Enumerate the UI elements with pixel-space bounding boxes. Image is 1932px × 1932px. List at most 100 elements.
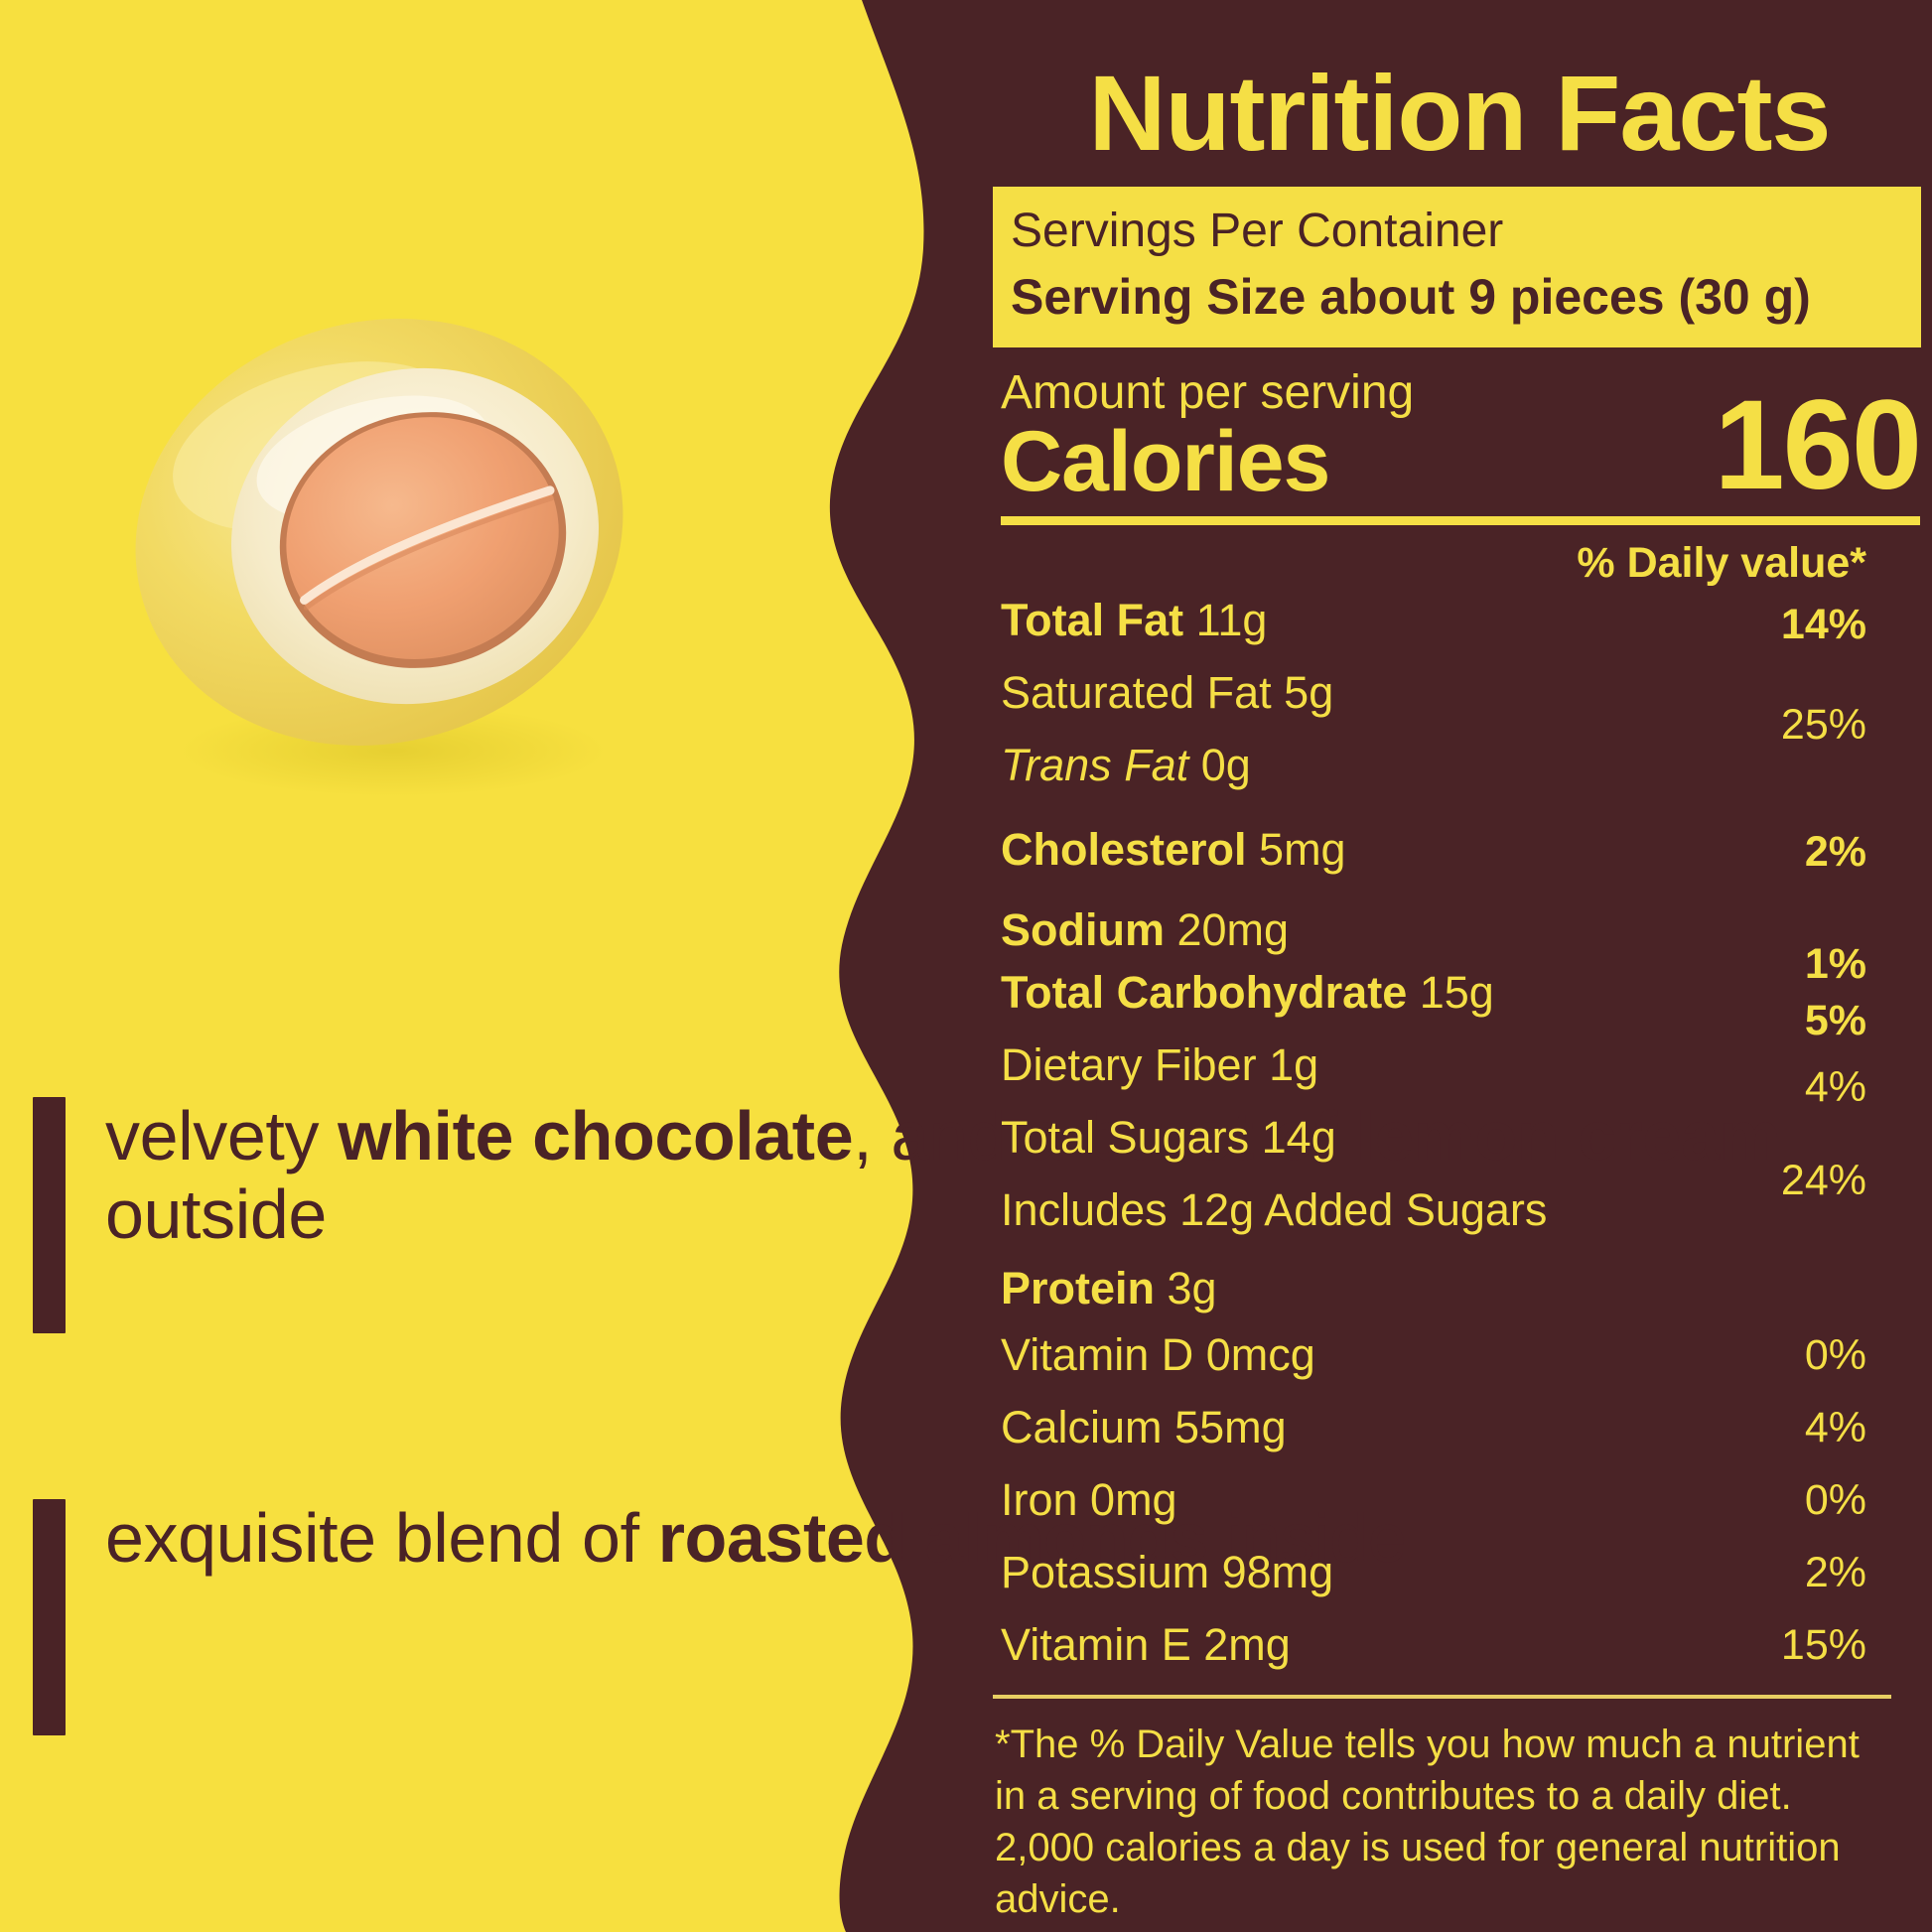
nutrient-row: Total Fat 11g 14% — [1001, 598, 1926, 646]
nutrient-daily-value: 4% — [1804, 1062, 1866, 1111]
nutrient-name: Total Sugars — [1001, 1111, 1250, 1163]
nutrient-label: Calcium 55mg — [1001, 1405, 1287, 1449]
nutrient-label: Dietary Fiber 1g — [1001, 1042, 1318, 1087]
nutrient-name: Potassium — [1001, 1546, 1210, 1597]
nutrient-daily-value: 1% — [1804, 939, 1866, 988]
promo-segment: velvety — [105, 1097, 339, 1174]
brown-panel-shape — [829, 0, 1932, 1932]
nutrient-label: Total Carbohydrate 15g — [1001, 970, 1494, 1015]
nutrient-amount: 98mg — [1209, 1546, 1334, 1597]
nutrient-label: Includes 12g Added Sugars — [1001, 1187, 1547, 1232]
nutrient-row: Includes 12g Added Sugars 24% — [1001, 1159, 1926, 1232]
nutrient-name: Dietary Fiber — [1001, 1038, 1257, 1090]
product-almond-seam — [300, 485, 555, 605]
nutrient-label: Saturated Fat 5g — [1001, 670, 1333, 715]
nutrient-name: Calcium — [1001, 1401, 1163, 1452]
promo-segment: , and a — [853, 1097, 1082, 1174]
nutrient-name: Cholesterol — [1001, 823, 1247, 875]
nutrient-amount: 14g — [1249, 1111, 1336, 1163]
promo-segment: burst of lemon cream — [1081, 1097, 1781, 1174]
nutrient-row: Iron 0mg 0% — [1001, 1477, 1926, 1522]
nutrient-name: Total Carbohydrate — [1001, 966, 1408, 1018]
nutrient-label: Sodium 20mg — [1001, 907, 1289, 952]
nutrient-daily-value: 0% — [1804, 1330, 1866, 1379]
promo-text-white-chocolate: velvety white chocolate, and a burst of … — [105, 1097, 1932, 1254]
nutrient-name: Protein — [1001, 1262, 1156, 1313]
nutrient-row: Vitamin E 2mg 15% — [1001, 1622, 1926, 1667]
nutrient-row: Sodium 20mg 1% — [1001, 907, 1926, 986]
nutrient-daily-value: 4% — [1804, 1403, 1866, 1451]
calories-left-group: Amount per serving Calories — [1001, 365, 1415, 509]
nutrient-label: Total Fat 11g — [1001, 598, 1267, 642]
nutrient-label: Vitamin D 0mcg — [1001, 1332, 1315, 1377]
nutrient-row: Protein 3g — [1001, 1266, 1926, 1311]
serving-size-label: Serving Size about 9 pieces (30 g) — [1011, 268, 1811, 325]
nutrient-amount: 0g — [1188, 739, 1251, 790]
promo-text-roasted-almonds: exquisite blend of roasted almonds insid… — [105, 1499, 1407, 1578]
nutrient-label: Protein 3g — [1001, 1266, 1217, 1311]
nutrient-label: Total Sugars 14g — [1001, 1115, 1336, 1160]
promo-block-roasted-almonds: exquisite blend of roasted almonds insid… — [33, 1499, 1407, 1735]
promo-segment: outside — [105, 1175, 327, 1254]
nutrient-row: Total Carbohydrate 15g 5% — [1001, 970, 1926, 1042]
nutrient-row: Vitamin D 0mcg 0% — [1001, 1332, 1926, 1377]
nutrient-name: Saturated Fat — [1001, 666, 1272, 718]
promo-accent-bar — [33, 1097, 66, 1333]
amount-per-serving-label: Amount per serving — [1001, 365, 1415, 419]
nutrient-amount: 5g — [1271, 666, 1334, 718]
nutrient-amount: 3g — [1155, 1262, 1217, 1313]
promo-segment: white chocolate — [338, 1097, 854, 1174]
footnote-divider-rule — [993, 1694, 1891, 1699]
nutrient-row: Dietary Fiber 1g 4% — [1001, 1042, 1926, 1109]
product-almond-seam-shadow — [303, 495, 555, 611]
nutrient-name: Includes 12g Added Sugars — [1001, 1183, 1548, 1235]
nutrient-daily-value: 25% — [1780, 700, 1866, 749]
nutrient-daily-value: 2% — [1804, 827, 1866, 876]
nutrient-name: Sodium — [1001, 903, 1165, 955]
nutrient-name: Vitamin D — [1001, 1328, 1194, 1380]
nutrient-amount: 15g — [1407, 966, 1494, 1018]
calories-label: Calories — [1001, 413, 1330, 509]
nutrient-label: Vitamin E 2mg — [1001, 1622, 1291, 1667]
calories-divider-rule — [1001, 515, 1920, 525]
calories-value: 160 — [1714, 373, 1922, 516]
nutrient-daily-value: 2% — [1804, 1548, 1866, 1596]
nutrient-daily-value: 24% — [1780, 1156, 1866, 1204]
nutrient-row: Trans Fat 0g — [1001, 743, 1926, 787]
nutrition-facts-panel: Nutrition Facts Servings Per Container S… — [993, 60, 1926, 1925]
nutrient-amount: 1g — [1256, 1038, 1319, 1090]
nutrient-label: Trans Fat 0g — [1001, 743, 1251, 787]
nutrient-amount: 2mg — [1190, 1618, 1291, 1670]
nutrient-daily-value: 14% — [1780, 600, 1866, 648]
serving-info-box: Servings Per Container Serving Size abou… — [993, 187, 1921, 347]
nutrient-label: Iron 0mg — [1001, 1477, 1177, 1522]
nutrient-amount: 0mcg — [1193, 1328, 1315, 1380]
nutrient-amount: 55mg — [1162, 1401, 1287, 1452]
nutrient-row: Total Sugars 14g — [1001, 1115, 1926, 1160]
daily-value-footnote: *The % Daily Value tells you how much a … — [995, 1722, 1860, 1921]
nutrient-row: Potassium 98mg 2% — [1001, 1550, 1926, 1594]
nutrient-daily-value: 0% — [1804, 1475, 1866, 1524]
promo-accent-bar — [33, 1499, 66, 1735]
nutrient-name: Vitamin E — [1001, 1618, 1191, 1670]
nutrient-amount: 11g — [1183, 594, 1268, 645]
nutrient-amount: 5mg — [1246, 823, 1346, 875]
nutrient-name: Iron — [1001, 1473, 1078, 1525]
nutrition-facts-title: Nutrition Facts — [1088, 53, 1831, 173]
promo-segment: roasted almonds — [657, 1499, 1209, 1577]
promo-block-white-chocolate: velvety white chocolate, and a burst of … — [33, 1097, 1932, 1333]
product-image-lemon-almond — [95, 284, 663, 800]
nutrient-rows-list: Total Fat 11g 14% Saturated Fat 5g 25% Trans… — [993, 598, 1926, 1667]
nutrient-row: Calcium 55mg 4% — [1001, 1405, 1926, 1449]
nutrient-row: Saturated Fat 5g 25% — [1001, 670, 1926, 747]
nutrient-amount: 0mg — [1077, 1473, 1177, 1525]
nutrient-name: Total Fat — [1001, 594, 1184, 645]
servings-per-container-label: Servings Per Container — [1011, 205, 1504, 257]
nutrient-daily-value: 5% — [1804, 996, 1866, 1044]
nutrient-name: Trans Fat — [1001, 739, 1189, 790]
promo-segment: exquisite blend of — [105, 1499, 658, 1577]
nutrient-label: Cholesterol 5mg — [1001, 827, 1346, 872]
promo-segment: inside — [1207, 1499, 1407, 1577]
